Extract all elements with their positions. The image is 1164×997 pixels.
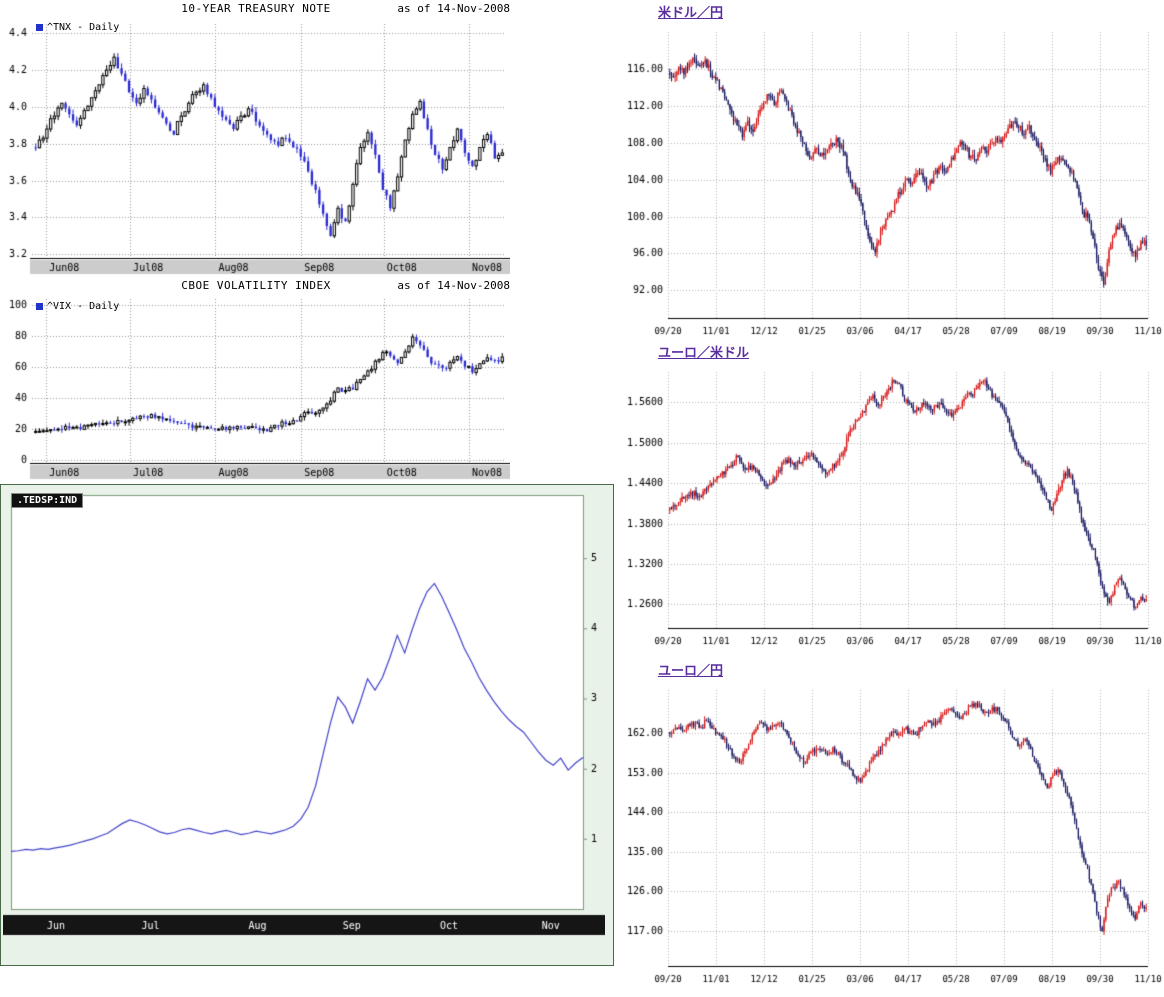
treasury-chart-title: 10-YEAR TREASURY NOTE: [181, 2, 331, 15]
vix-chart-title: CBOE VOLATILITY INDEX: [181, 279, 331, 292]
treasury-asof-label: as of 14-Nov-2008: [397, 2, 510, 15]
vix-chart-header: CBOE VOLATILITY INDEX as of 14-Nov-2008: [2, 277, 510, 293]
vix-plot-canvas: [2, 293, 510, 481]
vix-chart-panel: CBOE VOLATILITY INDEX as of 14-Nov-2008 …: [2, 277, 510, 481]
vix-legend-marker-icon: [36, 303, 43, 310]
treasury-chart-panel: 10-YEAR TREASURY NOTE as of 14-Nov-2008 …: [2, 0, 510, 276]
eurjpy-plot-canvas: [622, 682, 1164, 994]
eurusd-chart-link[interactable]: ユーロ／米ドル: [658, 346, 750, 361]
vix-legend-label: ^VIX - Daily: [47, 301, 120, 312]
tedsp-ticker-input[interactable]: .TEDSP:IND: [11, 493, 84, 508]
eurjpy-chart-panel: ユーロ／円: [622, 660, 1164, 994]
eurusd-plot-canvas: [622, 364, 1164, 654]
vix-asof-label: as of 14-Nov-2008: [397, 279, 510, 292]
treasury-chart-header: 10-YEAR TREASURY NOTE as of 14-Nov-2008: [2, 0, 510, 16]
treasury-legend-marker-icon: [36, 24, 43, 31]
usdjpy-chart-link[interactable]: 米ドル／円: [658, 6, 724, 21]
usdjpy-plot-canvas: [622, 24, 1164, 344]
ted-spread-chart-panel: .TEDSP:IND: [0, 484, 614, 966]
ted-spread-plot-canvas: [3, 487, 605, 957]
usdjpy-chart-panel: 米ドル／円: [622, 2, 1164, 344]
eurjpy-chart-link[interactable]: ユーロ／円: [658, 664, 724, 679]
treasury-plot-canvas: [2, 16, 510, 276]
vix-legend: ^VIX - Daily: [36, 301, 119, 312]
treasury-legend-label: ^TNX - Daily: [47, 22, 120, 33]
treasury-legend: ^TNX - Daily: [36, 22, 119, 33]
eurusd-chart-panel: ユーロ／米ドル: [622, 342, 1164, 654]
